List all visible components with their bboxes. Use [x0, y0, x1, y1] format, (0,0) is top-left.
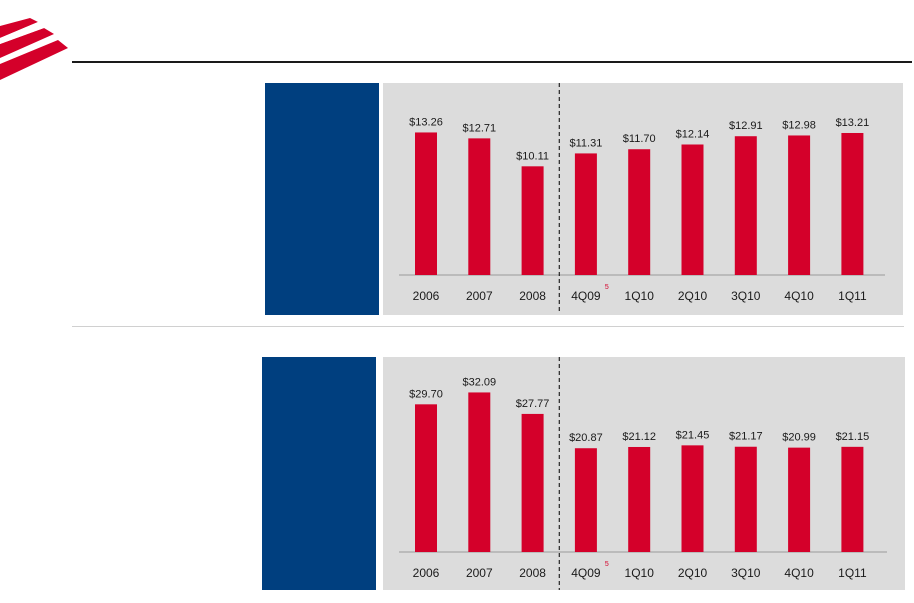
data-label-1q11: $13.21 — [836, 117, 870, 129]
data-label-4q10: $20.99 — [782, 432, 816, 444]
bar-chart-bottom: $29.70 2006 $32.09 2007 $27.77 2008 $20.87 4Q09… — [399, 357, 887, 590]
data-label-4q09: $11.31 — [569, 137, 602, 149]
bar-chart-top: $13.26 2006 $12.71 2007 $10.11 2008 $11.31 4Q09… — [399, 83, 885, 314]
bar-1q11 — [841, 132, 864, 275]
bar-4q09 — [574, 153, 597, 275]
footnote-marker: 5 — [605, 284, 609, 291]
section-divider — [72, 326, 904, 327]
bar-4q10 — [788, 135, 811, 275]
tick-label-2008: 2008 — [519, 566, 546, 580]
data-label-4q09: $20.87 — [569, 432, 603, 444]
tick-label-2006: 2006 — [413, 289, 440, 303]
bar-3q10 — [734, 136, 757, 275]
data-label-4q10: $12.98 — [782, 119, 816, 131]
tick-label-2q10: 2Q10 — [678, 289, 708, 303]
bar-2008 — [521, 166, 544, 275]
data-label-1q10: $21.12 — [622, 431, 656, 443]
tick-label-2008: 2008 — [519, 289, 546, 303]
bar-2006 — [415, 404, 437, 552]
bar-4q10 — [788, 447, 811, 552]
tick-label-1q10: 1Q10 — [625, 289, 655, 303]
bar-1q10 — [628, 149, 651, 275]
bar-2007 — [468, 138, 491, 275]
tick-label-2007: 2007 — [466, 289, 493, 303]
bar-2q10 — [681, 144, 704, 275]
data-label-1q10: $11.70 — [623, 133, 656, 145]
tick-label-4q10: 4Q10 — [784, 289, 814, 303]
bar-1q11 — [841, 446, 864, 552]
data-label-2q10: $21.45 — [676, 429, 710, 441]
data-label-2008: $27.77 — [516, 398, 550, 410]
tick-label-1q11: 1Q11 — [838, 289, 867, 303]
bar-2008 — [521, 413, 544, 552]
bar-1q10 — [628, 446, 651, 552]
bar-4q09 — [574, 448, 597, 552]
tick-label-1q11: 1Q11 — [838, 566, 867, 580]
tick-label-3q10: 3Q10 — [731, 566, 761, 580]
side-label-block-bottom — [262, 357, 376, 590]
footnote-marker: 5 — [605, 561, 609, 568]
data-label-2006: $29.70 — [409, 388, 443, 400]
data-label-3q10: $12.91 — [729, 120, 763, 132]
chart-panel-top: $13.26 2006 $12.71 2007 $10.11 2008 $11.31 4Q09… — [383, 83, 903, 315]
tick-label-4q09: 4Q09 — [571, 289, 601, 303]
data-label-2007: $12.71 — [462, 122, 496, 134]
tick-label-2007: 2007 — [466, 566, 493, 580]
flagscape-logo-icon — [0, 18, 68, 80]
tick-label-4q10: 4Q10 — [784, 566, 814, 580]
data-label-2006: $13.26 — [409, 116, 443, 128]
data-label-3q10: $21.17 — [729, 431, 763, 443]
bar-2q10 — [681, 445, 704, 552]
bar-3q10 — [734, 446, 757, 552]
tick-label-2006: 2006 — [413, 566, 440, 580]
side-label-block-top — [265, 83, 379, 315]
chart-panel-bottom: $29.70 2006 $32.09 2007 $27.77 2008 $20.87 4Q09… — [383, 357, 905, 590]
data-label-2008: $10.11 — [516, 150, 549, 162]
tick-label-1q10: 1Q10 — [625, 566, 655, 580]
tick-label-2q10: 2Q10 — [678, 566, 708, 580]
tick-label-3q10: 3Q10 — [731, 289, 761, 303]
data-label-2007: $32.09 — [462, 376, 496, 388]
bar-2007 — [468, 392, 491, 552]
bar-2006 — [415, 132, 437, 275]
data-label-1q11: $21.15 — [836, 431, 870, 443]
data-label-2q10: $12.14 — [676, 128, 710, 140]
header-rule — [72, 61, 912, 63]
tick-label-4q09: 4Q09 — [571, 566, 601, 580]
